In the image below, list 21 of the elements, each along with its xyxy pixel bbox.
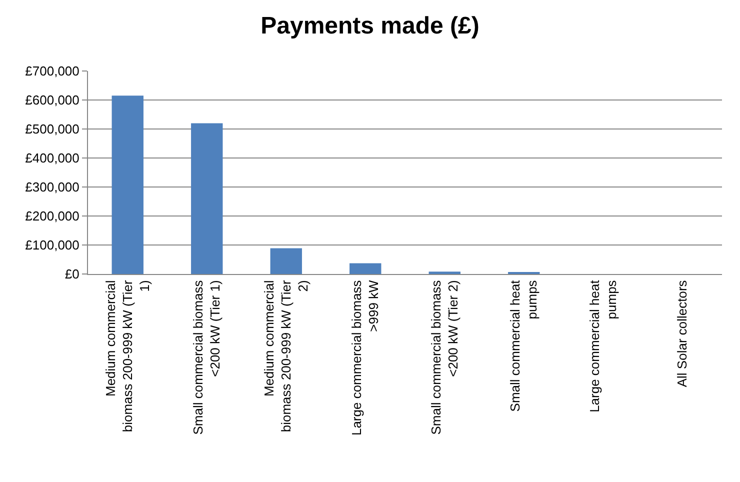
bar [350,263,382,274]
y-tick-label: £300,000 [25,180,80,195]
x-tick-label: Large commercial heat pumps [586,280,619,412]
bar [270,248,302,274]
x-tick-label: Medium commercial biomass 200-999 kW (Tier 2) [261,280,310,432]
y-tick-label: £500,000 [25,122,80,137]
y-tick-label: £700,000 [25,64,80,79]
x-tick-label: Small commercial biomass <200 kW (Tier 2) [428,280,460,435]
y-tick-label: £600,000 [25,92,80,108]
y-tick-label: £200,000 [25,208,80,224]
x-tick-label: Large commercial biomass >999 kW [349,279,382,436]
chart-title: Payments made (£) [260,12,480,40]
y-tick-label: £400,000 [25,150,80,166]
y-tick-label: £100,000 [25,238,80,253]
x-tick-label: Small commercial biomass <200 kW (Tier 1) [190,280,223,435]
x-tick-label: Small commercial heat pumps [508,280,540,412]
y-tick-label: £0 [64,266,80,282]
x-tick-label: Medium commercial biomass 200-999 kW (Tier 1) [102,280,152,432]
bar [112,96,144,274]
x-tick-label: All Solar collectors [674,280,690,388]
bar [191,123,223,274]
